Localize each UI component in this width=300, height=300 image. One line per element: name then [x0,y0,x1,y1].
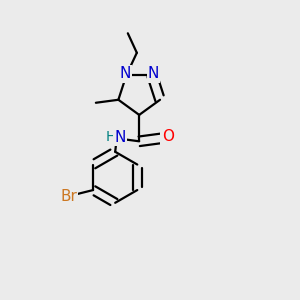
Text: N: N [119,66,130,81]
Text: N: N [148,66,159,81]
Text: H: H [106,130,116,144]
Text: O: O [162,129,174,144]
Text: Br: Br [60,188,77,203]
Text: N: N [114,130,125,145]
